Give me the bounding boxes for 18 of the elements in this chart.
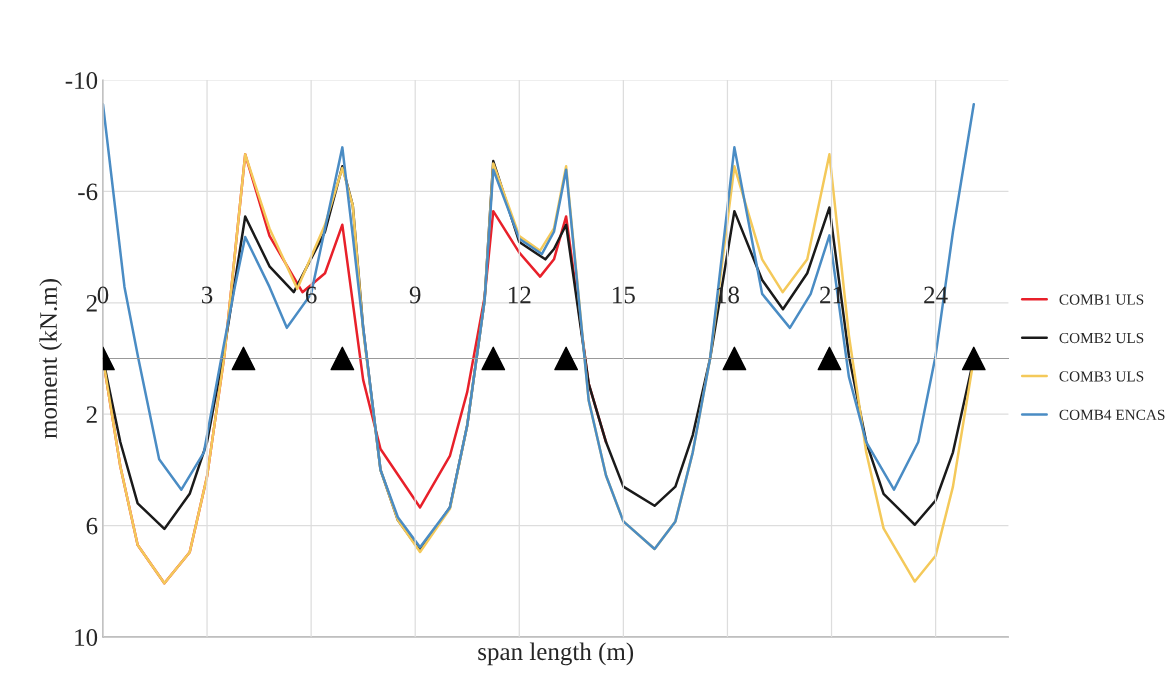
legend-label: COMB2 ULS [1059, 332, 1144, 344]
y-axis-title: moment (kN.m) [39, 279, 62, 439]
x-tick-label: 12 [508, 286, 531, 304]
y-tick-label: 6 [86, 517, 98, 535]
y-tick-label: 2 [86, 406, 97, 423]
x-tick-label: 0 [97, 286, 109, 304]
x-tick-label: 3 [201, 286, 213, 304]
x-tick-label: 15 [613, 286, 635, 304]
y-tick-label: -10 [65, 72, 98, 89]
legend-label: COMB3 ULS [1059, 371, 1144, 382]
x-tick-label: 6 [305, 286, 317, 304]
y-tick-label: 2 [86, 294, 97, 312]
x-axis-title: span length (m) [478, 642, 634, 666]
y-tick-label: -6 [78, 183, 98, 201]
x-tick-label: 9 [409, 286, 421, 304]
y-tick-label: 10 [75, 629, 98, 646]
legend-label: COMB4 ENCAS [1059, 409, 1165, 420]
legend-label: COMB1 ULS [1059, 294, 1144, 305]
